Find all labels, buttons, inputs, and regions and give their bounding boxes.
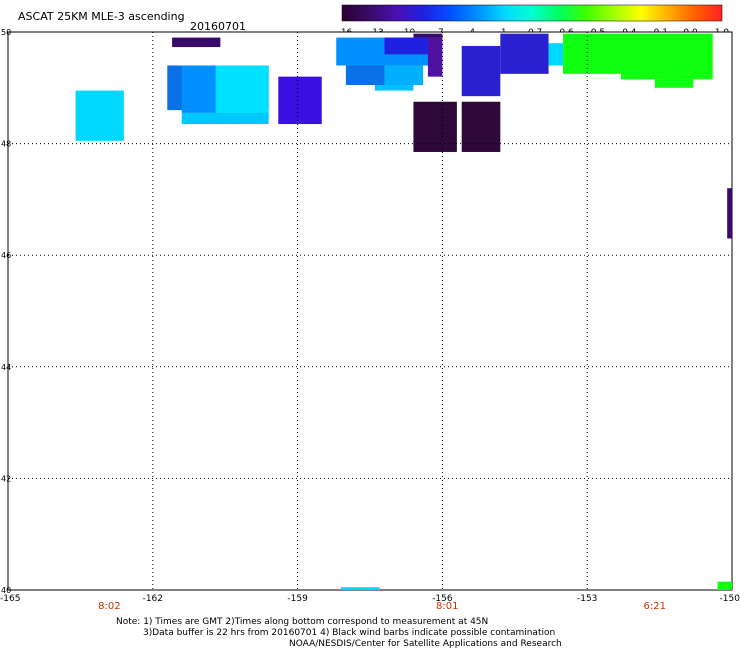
latitude-tick-label: 50 [1,28,11,37]
note-line-2: 3)Data buffer is 22 hrs from 20160701 4)… [143,628,555,638]
wind-cell [341,587,380,590]
wind-cell [461,101,501,152]
wind-cell [413,101,457,152]
wind-cell [413,33,443,38]
note-line-1: Note: 1) Times are GMT 2)Times along bot… [116,617,488,627]
wind-cell [727,188,732,239]
wind-cell [461,45,501,97]
map-date: 20160701 [190,20,246,33]
time-labels: 8:02 8:01 6:21 [98,601,666,612]
time-label: 6:21 [644,601,666,612]
wind-cell [500,33,549,74]
credit-line: NOAA/NESDIS/Center for Satellite Applica… [289,639,562,649]
wind-cell [215,65,269,119]
wind-cell [181,112,269,125]
wind-cells [75,33,732,590]
latitude-tick-label: 40 [1,586,11,595]
wind-cell [374,85,414,91]
wind-cell [717,581,732,590]
longitude-tick-label: -153 [577,594,597,604]
longitude-tick-label: -159 [287,594,308,604]
longitude-tick-label: -162 [143,594,163,604]
map-gridlines [8,32,732,590]
longitude-tick-label: -156 [432,594,453,604]
wind-cell [384,65,424,86]
longitude-tick-label: -150 [720,594,740,604]
colorbar-gradient [341,4,723,22]
time-label: 8:02 [98,601,120,612]
wind-cell [181,65,216,113]
latitude-tick-label: 48 [1,140,11,149]
latitude-tick-label: 44 [1,363,11,372]
wind-cell [172,37,221,48]
wind-cell [427,37,443,77]
wind-cell [345,65,385,86]
wind-cell [384,37,428,55]
wind-cell [563,33,621,74]
wind-cell [654,79,694,88]
longitude-tick-label: -165 [0,594,20,604]
wind-cell [620,33,713,80]
time-label: 8:01 [436,601,458,612]
map-title: ASCAT 25KM MLE-3 ascending [18,10,185,23]
wind-cell [75,90,124,141]
latitude-tick-label: 46 [1,251,11,260]
wind-cell [278,76,322,125]
wind-cell [548,43,564,66]
latitude-tick-labels: 40 42 44 46 48 50 [1,28,11,595]
longitude-tick-labels: -165 -162 -159 -156 -153 -150 [0,594,740,604]
map-plot-area: -165 -162 -159 -156 -153 -150 40 42 44 46 48 50 8:… [0,28,740,612]
map-frame [7,31,733,591]
latitude-tick-label: 42 [1,474,11,483]
